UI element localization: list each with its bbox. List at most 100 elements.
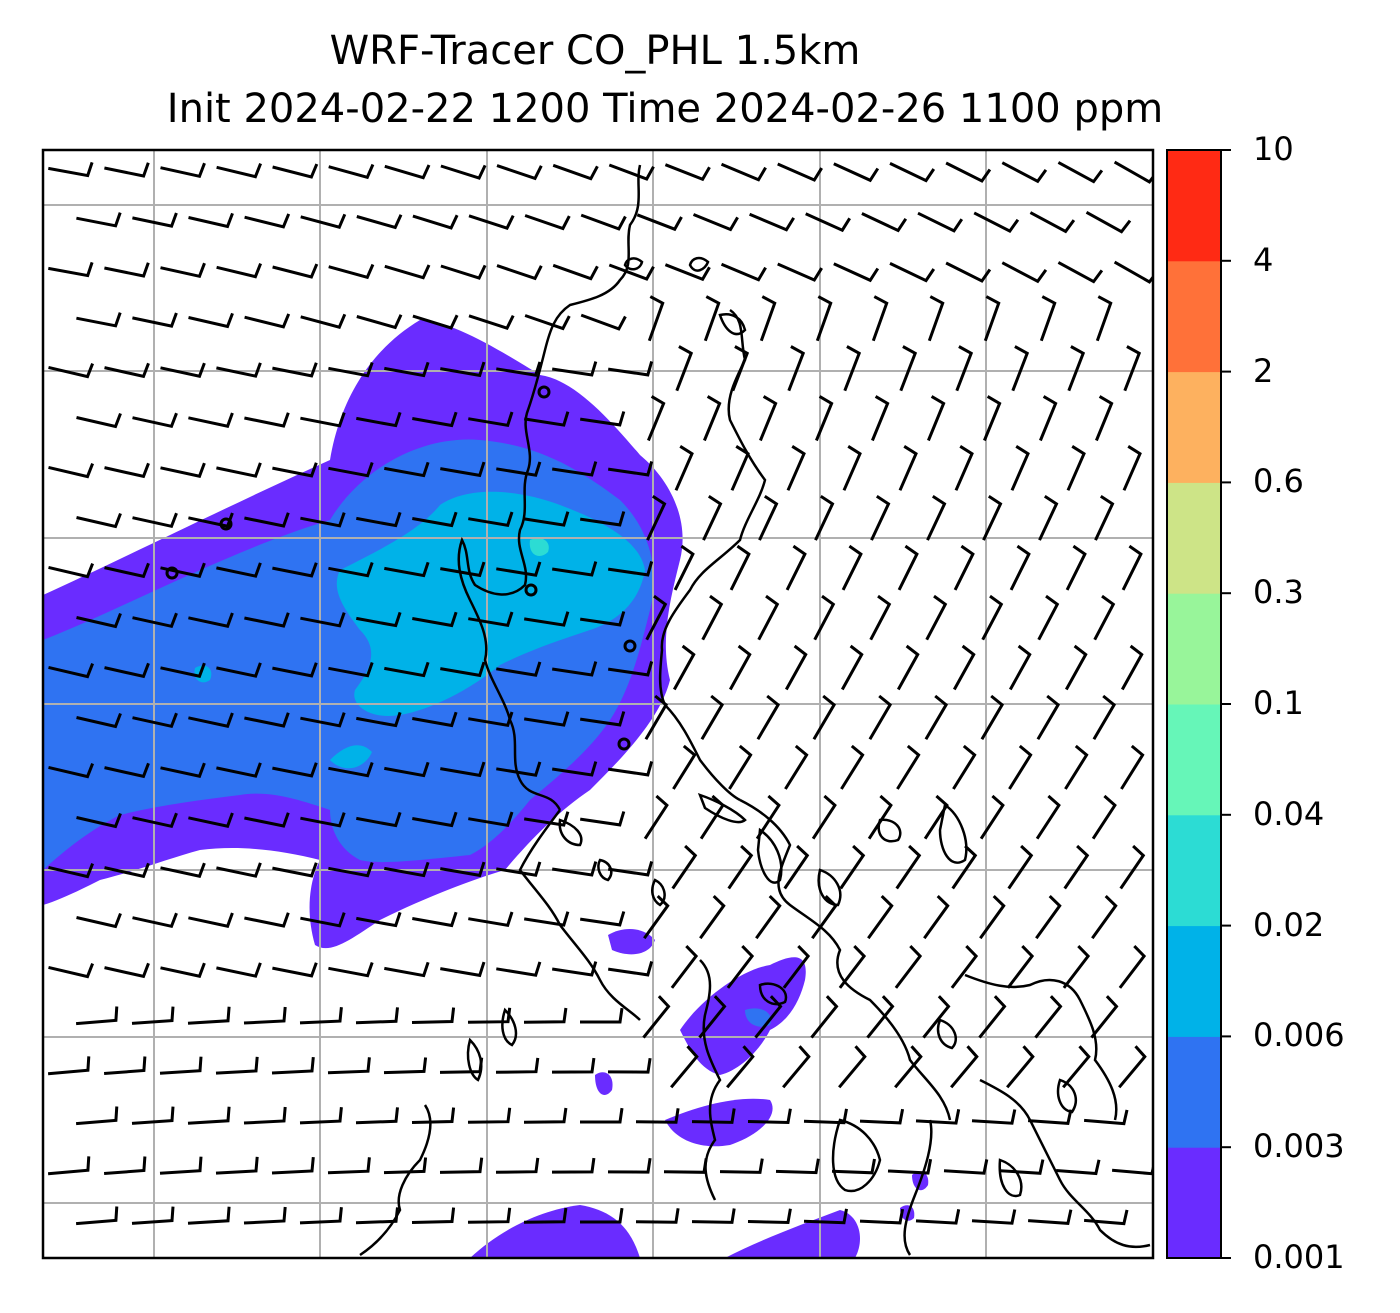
wind-barb [440,164,487,180]
wind-barb [132,712,178,729]
wind-barb [642,995,671,1039]
wind-barb [48,963,94,979]
wind-barb [132,512,178,529]
wind-barb [272,662,318,678]
wind-barb [76,812,122,829]
wind-barb [579,711,626,727]
plume-level-0.02-spot [529,538,549,556]
wind-barb [467,1007,512,1024]
wind-barb [76,612,122,629]
wind-barb [980,694,1005,740]
gridlines [43,150,1153,1258]
wind-barb [468,511,514,527]
wind-barb [951,844,978,890]
wind-barb [805,212,851,233]
wind-barb [496,561,542,577]
wind-barb [328,163,375,180]
coastline [756,827,783,884]
wind-barb [104,762,150,779]
wind-barb [216,962,262,978]
wind-barb [299,1007,343,1025]
wind-barb [1037,594,1060,641]
wind-barb [243,1106,287,1125]
wind-barb [244,712,290,728]
wind-barb [1029,211,1076,234]
wind-barb [1064,644,1088,691]
wind-barb [896,744,921,790]
wind-barb [945,261,992,283]
wind-barb [524,214,571,231]
wind-barb [1036,694,1061,740]
site-marker [623,639,637,653]
wind-barb [868,694,893,740]
wind-barb [187,1006,231,1025]
site-marker [165,566,179,580]
wind-barb [1093,594,1116,641]
wind-barb [691,1208,736,1224]
wind-barb [979,794,1005,840]
wind-barb [328,263,375,280]
wind-barb [839,844,866,890]
wind-barb [384,961,430,978]
wind-barb [48,463,94,479]
colorbar-tick-label: 0.003 [1253,1127,1345,1166]
wind-barb [945,161,992,183]
wind-barb [670,1045,699,1089]
wind-barb [815,395,834,442]
wind-barb [328,662,374,678]
wind-barb [803,1208,848,1225]
wind-barb [1057,261,1104,284]
tracer-concentration-field [43,320,929,1258]
wind-barb [1113,160,1153,184]
wind-barb [272,462,318,478]
wind-barb [75,1206,119,1226]
wind-barb [1120,744,1145,790]
wind-barb [524,314,571,331]
wind-barb [551,361,598,377]
wind-barb [607,660,654,677]
wind-barb [216,662,262,678]
wind-barb [272,562,318,578]
colorbar-tick-label: 0.001 [1253,1238,1345,1276]
wind-barb [1091,794,1117,840]
wind-barb [328,362,374,378]
site-marker [524,583,538,597]
wind-barb [579,511,626,527]
wind-barb [244,612,290,628]
wind-barb [871,295,889,342]
wind-barb [645,594,668,641]
wind-barb [384,361,430,378]
wind-barb [664,163,711,182]
wind-barb [440,461,486,478]
wind-barb [1113,260,1153,284]
wind-barb [412,811,458,828]
colorbar-segment [1167,593,1221,705]
wind-barb [1118,945,1147,989]
wind-barb [300,512,346,528]
wind-barb [698,995,727,1039]
wind-barb [440,861,486,878]
colorbar-tick-label: 2 [1253,351,1274,390]
wind-barb [1067,345,1086,392]
wind-barb [328,762,374,778]
wind-barb [104,462,150,479]
wind-barb [1095,295,1113,342]
wind-barb [897,544,919,591]
coastline [831,1118,882,1193]
wind-barb [719,1158,764,1174]
wind-barb [328,862,374,878]
coastline [817,868,842,907]
wind-barb [76,212,122,228]
coastline [359,1104,432,1257]
wind-barb [758,494,779,541]
coastline [964,973,1118,1121]
wind-barb [103,1156,147,1175]
wind-barb [815,295,833,342]
wind-barb [496,761,542,777]
wind-barb [703,395,722,442]
wind-barb [328,462,374,478]
wind-barb [1062,1045,1091,1089]
wind-barb [982,494,1003,541]
plume-level-0.006-spot [194,665,212,683]
wind-barb [607,760,654,777]
